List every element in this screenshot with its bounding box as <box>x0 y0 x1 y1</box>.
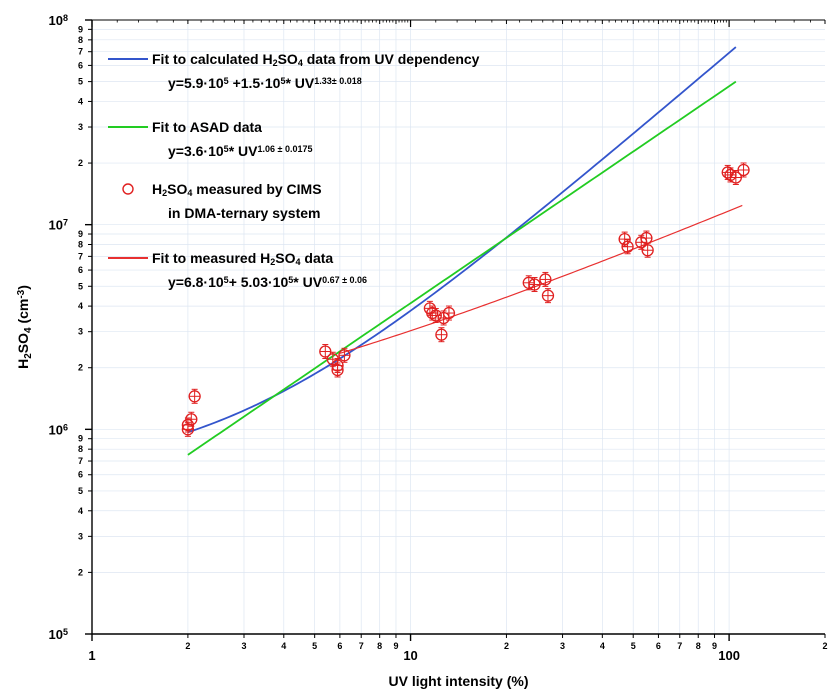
x-tick-label: 10 <box>403 648 417 663</box>
y-minor-tick-label: 4 <box>78 96 83 106</box>
x-minor-tick-label: 2 <box>504 641 509 651</box>
y-tick-label: 108 <box>49 13 68 28</box>
data-point <box>539 271 552 287</box>
data-point <box>442 305 456 321</box>
legend-entry-2: H2SO4 measured by CIMS in DMA-ternary sys… <box>122 181 322 221</box>
x-minor-tick-label: 2 <box>822 641 827 651</box>
x-minor-tick-label: 3 <box>241 641 246 651</box>
y-minor-tick-label: 4 <box>78 506 83 516</box>
y-minor-tick-label: 6 <box>78 470 83 480</box>
legend-text: y=6.8·105+ 5.03·105* UV0.67 ± 0.06 <box>168 274 367 290</box>
x-minor-tick-label: 8 <box>696 641 701 651</box>
legend-entry-0: Fit to calculated H2SO4 data from UV dep… <box>108 51 480 91</box>
y-minor-tick-label: 2 <box>78 363 83 373</box>
y-minor-tick-label: 3 <box>78 327 83 337</box>
x-minor-tick-label: 2 <box>185 641 190 651</box>
legend-text: H2SO4 measured by CIMS <box>152 181 322 198</box>
legend-text: y=5.9·105 +1.5·105* UV1.33± 0.018 <box>168 75 362 91</box>
y-minor-tick-label: 8 <box>78 240 83 250</box>
legend: Fit to calculated H2SO4 data from UV dep… <box>108 51 480 290</box>
x-axis-title: UV light intensity (%) <box>389 673 529 689</box>
series-line-2 <box>339 204 743 354</box>
legend-entry-1: Fit to ASAD data y=3.6·105* UV1.06 ± 0.01… <box>108 119 312 159</box>
data-point <box>528 277 541 293</box>
x-minor-tick-label: 9 <box>393 641 398 651</box>
y-minor-tick-label: 8 <box>78 444 83 454</box>
data-point <box>188 388 201 404</box>
legend-text: in DMA-ternary system <box>168 205 321 221</box>
x-minor-tick-label: 7 <box>359 641 364 651</box>
data-point <box>641 242 654 258</box>
y-minor-tick-label: 9 <box>78 229 83 239</box>
data-point <box>319 344 332 360</box>
x-minor-tick-label: 8 <box>377 641 382 651</box>
legend-text: Fit to measured H2SO4 data <box>152 250 333 267</box>
y-minor-tick-label: 7 <box>78 456 83 466</box>
y-minor-tick-label: 5 <box>78 77 83 87</box>
y-axis-title: H2SO4 (cm-3) <box>15 285 34 369</box>
grid <box>92 20 825 634</box>
data-point <box>331 362 344 378</box>
series-layer <box>181 46 750 456</box>
y-minor-tick-label: 9 <box>78 24 83 34</box>
y-tick-label: 106 <box>49 422 68 437</box>
y-minor-tick-label: 2 <box>78 158 83 168</box>
x-tick-label: 100 <box>718 648 740 663</box>
legend-entry-3: Fit to measured H2SO4 data y=6.8·105+ 5.0… <box>108 250 367 290</box>
y-minor-tick-label: 6 <box>78 265 83 275</box>
data-point <box>338 347 351 363</box>
x-minor-tick-label: 9 <box>712 641 717 651</box>
x-minor-tick-label: 4 <box>600 641 605 651</box>
x-tick-label: 1 <box>88 648 95 663</box>
legend-text: y=3.6·105* UV1.06 ± 0.0175 <box>168 143 312 159</box>
y-minor-tick-label: 2 <box>78 567 83 577</box>
y-minor-tick-label: 3 <box>78 531 83 541</box>
x-minor-tick-label: 5 <box>631 641 636 651</box>
y-minor-tick-label: 3 <box>78 122 83 132</box>
x-minor-tick-label: 4 <box>281 641 286 651</box>
data-point <box>435 327 448 343</box>
legend-text: Fit to ASAD data <box>152 119 262 135</box>
data-point <box>541 288 555 304</box>
y-minor-tick-label: 9 <box>78 434 83 444</box>
y-minor-tick-label: 4 <box>78 301 83 311</box>
y-minor-tick-label: 5 <box>78 281 83 291</box>
data-point <box>618 231 631 247</box>
legend-text: Fit to calculated H2SO4 data from UV dep… <box>152 51 480 68</box>
y-minor-tick-label: 5 <box>78 486 83 496</box>
x-minor-tick-label: 3 <box>560 641 565 651</box>
data-point <box>621 239 634 255</box>
y-tick-label: 107 <box>49 218 68 233</box>
x-minor-tick-label: 6 <box>337 641 342 651</box>
y-tick-label: 105 <box>49 627 68 642</box>
x-minor-tick-label: 6 <box>656 641 661 651</box>
series-line-0 <box>187 46 737 434</box>
y-minor-tick-label: 7 <box>78 251 83 261</box>
x-minor-tick-label: 7 <box>677 641 682 651</box>
data-point <box>737 162 750 178</box>
data-point <box>185 411 198 427</box>
x-minor-tick-label: 5 <box>312 641 317 651</box>
y-minor-tick-label: 7 <box>78 47 83 57</box>
y-minor-tick-label: 6 <box>78 60 83 70</box>
y-minor-tick-label: 8 <box>78 35 83 45</box>
legend-circle-swatch <box>122 183 134 195</box>
series-line-1 <box>187 80 737 456</box>
